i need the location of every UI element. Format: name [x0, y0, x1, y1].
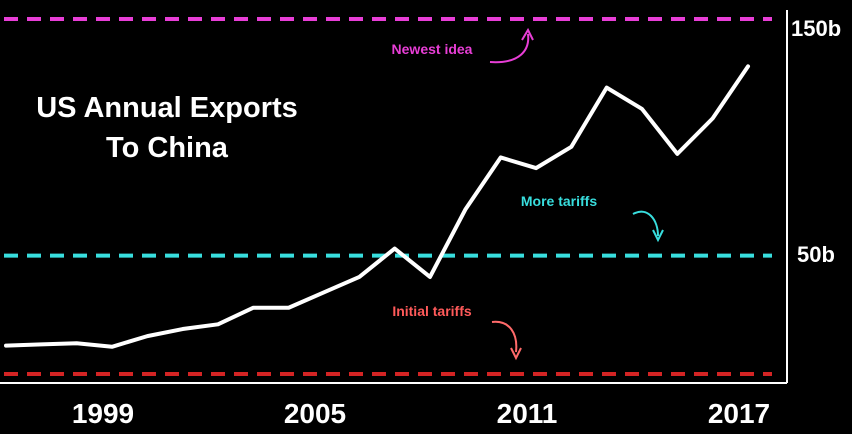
data-point-2014 — [640, 107, 644, 111]
annotation-arrow-initial-tariffs — [491, 320, 518, 353]
data-point-2005 — [322, 290, 326, 294]
x-tick-label-2011: 2011 — [497, 398, 558, 429]
data-point-2006 — [357, 275, 361, 279]
data-point-2011 — [534, 166, 538, 170]
data-point-2015 — [675, 152, 679, 156]
data-point-2009 — [463, 208, 467, 212]
annotation-arrowhead-initial-tariffs — [510, 347, 522, 361]
chart-title-line-2: To China — [106, 132, 229, 164]
x-tick-label-2005: 2005 — [284, 398, 346, 429]
annotation-arrowhead-newest-idea — [521, 27, 534, 41]
y-tick-label-50b: 50b — [797, 242, 835, 267]
data-point-2003 — [251, 306, 255, 310]
x-tick-label-1999: 1999 — [72, 398, 134, 429]
data-point-1999 — [110, 345, 114, 349]
data-point-2002 — [216, 322, 220, 326]
data-point-2012 — [569, 145, 573, 149]
data-point-1996 — [4, 344, 8, 348]
data-point-1998 — [75, 341, 79, 345]
annotation-more-tariffs: More tariffs — [521, 193, 597, 209]
data-point-2007 — [393, 247, 397, 251]
data-point-1997 — [39, 342, 43, 346]
data-point-2013 — [605, 86, 609, 90]
data-point-2016 — [711, 116, 715, 120]
x-tick-label-2017: 2017 — [708, 398, 770, 429]
data-point-2008 — [428, 275, 432, 279]
annotation-arrowhead-more-tariffs — [652, 229, 664, 243]
annotation-arrow-more-tariffs — [632, 210, 659, 237]
series-layer — [4, 64, 750, 349]
annotation-initial-tariffs: Initial tariffs — [392, 303, 472, 319]
series-line-0 — [4, 64, 750, 349]
data-point-2001 — [181, 327, 185, 331]
y-tick-label-150b: 150b — [791, 16, 841, 41]
data-point-2010 — [499, 155, 503, 159]
data-point-2000 — [145, 334, 149, 338]
chart-title-line-1: US Annual Exports — [36, 92, 298, 124]
annotation-arrow-newest-idea — [489, 33, 530, 64]
data-point-2017 — [746, 64, 750, 68]
reference-lines — [4, 17, 772, 376]
data-point-2004 — [287, 306, 291, 310]
annotation-newest-idea: Newest idea — [392, 41, 473, 57]
